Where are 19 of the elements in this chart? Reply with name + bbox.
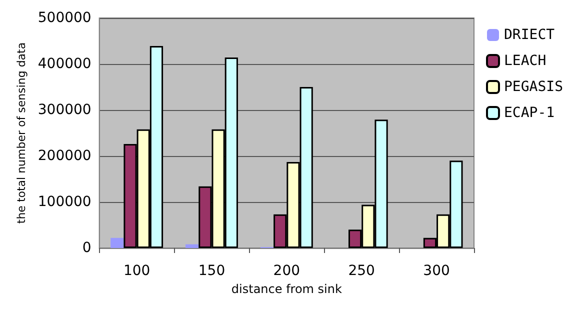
x-axis-title: distance from sink [231, 282, 342, 296]
y-axis-title: the total number of sensing data [15, 42, 28, 224]
bar [110, 238, 124, 248]
x-tick-label: 100 [123, 263, 150, 279]
legend-label: LEACH [504, 53, 546, 69]
legend-label: PEGASIS [504, 79, 564, 95]
y-tick-label: 300000 [38, 102, 92, 118]
x-tick-label: 250 [348, 263, 375, 279]
x-tick-label: 150 [198, 263, 226, 279]
x-tick-label: 200 [273, 263, 300, 279]
bar [186, 244, 199, 248]
y-tick-label: 0 [82, 240, 92, 256]
legend-label: ECAP-1 [504, 105, 555, 121]
y-tick-label: 400000 [38, 56, 92, 72]
y-tick-label: 100000 [38, 194, 92, 210]
y-tick-label: 500000 [38, 10, 92, 26]
legend-label: DRIECT [504, 27, 556, 43]
y-tick-label: 200000 [38, 148, 92, 164]
x-tick-label: 300 [423, 263, 450, 279]
